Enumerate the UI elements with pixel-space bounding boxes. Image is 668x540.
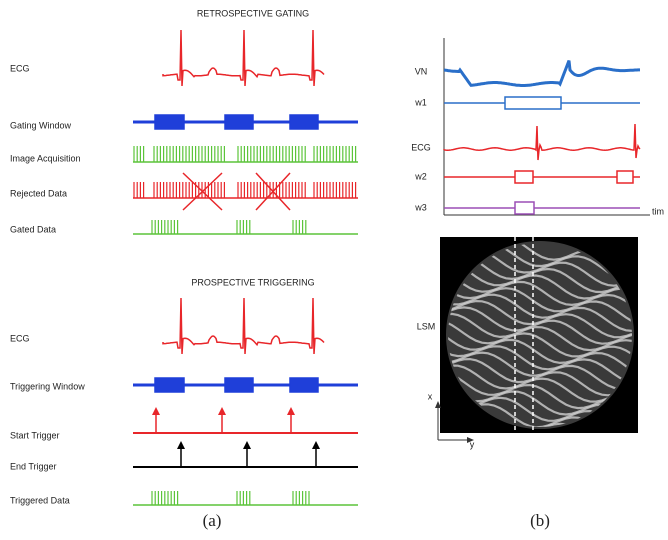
window-block	[290, 115, 318, 129]
row-label: End Trigger	[10, 461, 57, 471]
row-label: ECG	[10, 63, 30, 73]
row-label: VN	[415, 66, 428, 76]
caption: (a)	[203, 511, 222, 530]
section-title: PROSPECTIVE TRIGGERING	[191, 277, 314, 287]
window-block	[617, 171, 633, 183]
axis-label: x	[428, 391, 433, 401]
section-title: RETROSPECTIVE GATING	[197, 8, 309, 18]
row-label: w3	[414, 202, 427, 212]
row-label: Gated Data	[10, 224, 56, 234]
arrow-head	[152, 407, 160, 415]
window-block	[225, 115, 253, 129]
row-label: Rejected Data	[10, 188, 67, 198]
axis-label: tim	[652, 206, 664, 216]
row-label: w1	[414, 97, 427, 107]
caption: (b)	[530, 511, 550, 530]
row-label: Gating Window	[10, 120, 72, 130]
arrow-head	[312, 441, 320, 449]
vn-trace	[444, 61, 640, 86]
window-block	[155, 378, 184, 392]
window-block	[505, 97, 561, 109]
arrow-head	[243, 441, 251, 449]
row-label: Image Acquisition	[10, 153, 81, 163]
arrow-head	[218, 407, 226, 415]
row-label: Triggered Data	[10, 495, 70, 505]
row-label: Triggering Window	[10, 381, 85, 391]
window-block	[290, 378, 318, 392]
window-block	[225, 378, 253, 392]
arrow-head	[177, 441, 185, 449]
window-block	[515, 202, 534, 214]
window-block	[155, 115, 184, 129]
window-block	[515, 171, 533, 183]
ecg-trace	[163, 298, 324, 354]
row-label: ECG	[10, 333, 30, 343]
row-label: Start Trigger	[10, 430, 60, 440]
image-label: LSM	[417, 321, 436, 331]
arrow-head	[287, 407, 295, 415]
ecg-trace	[163, 30, 324, 86]
row-label: ECG	[411, 142, 431, 152]
ecg-trace	[444, 124, 640, 160]
figure: RETROSPECTIVE GATING ECG Gating Window I…	[0, 0, 668, 540]
row-label: w2	[414, 171, 427, 181]
